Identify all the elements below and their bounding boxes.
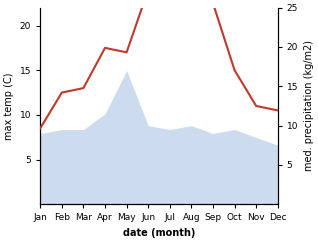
Y-axis label: max temp (C): max temp (C) <box>4 72 14 140</box>
Y-axis label: med. precipitation (kg/m2): med. precipitation (kg/m2) <box>304 40 314 172</box>
X-axis label: date (month): date (month) <box>123 228 195 238</box>
